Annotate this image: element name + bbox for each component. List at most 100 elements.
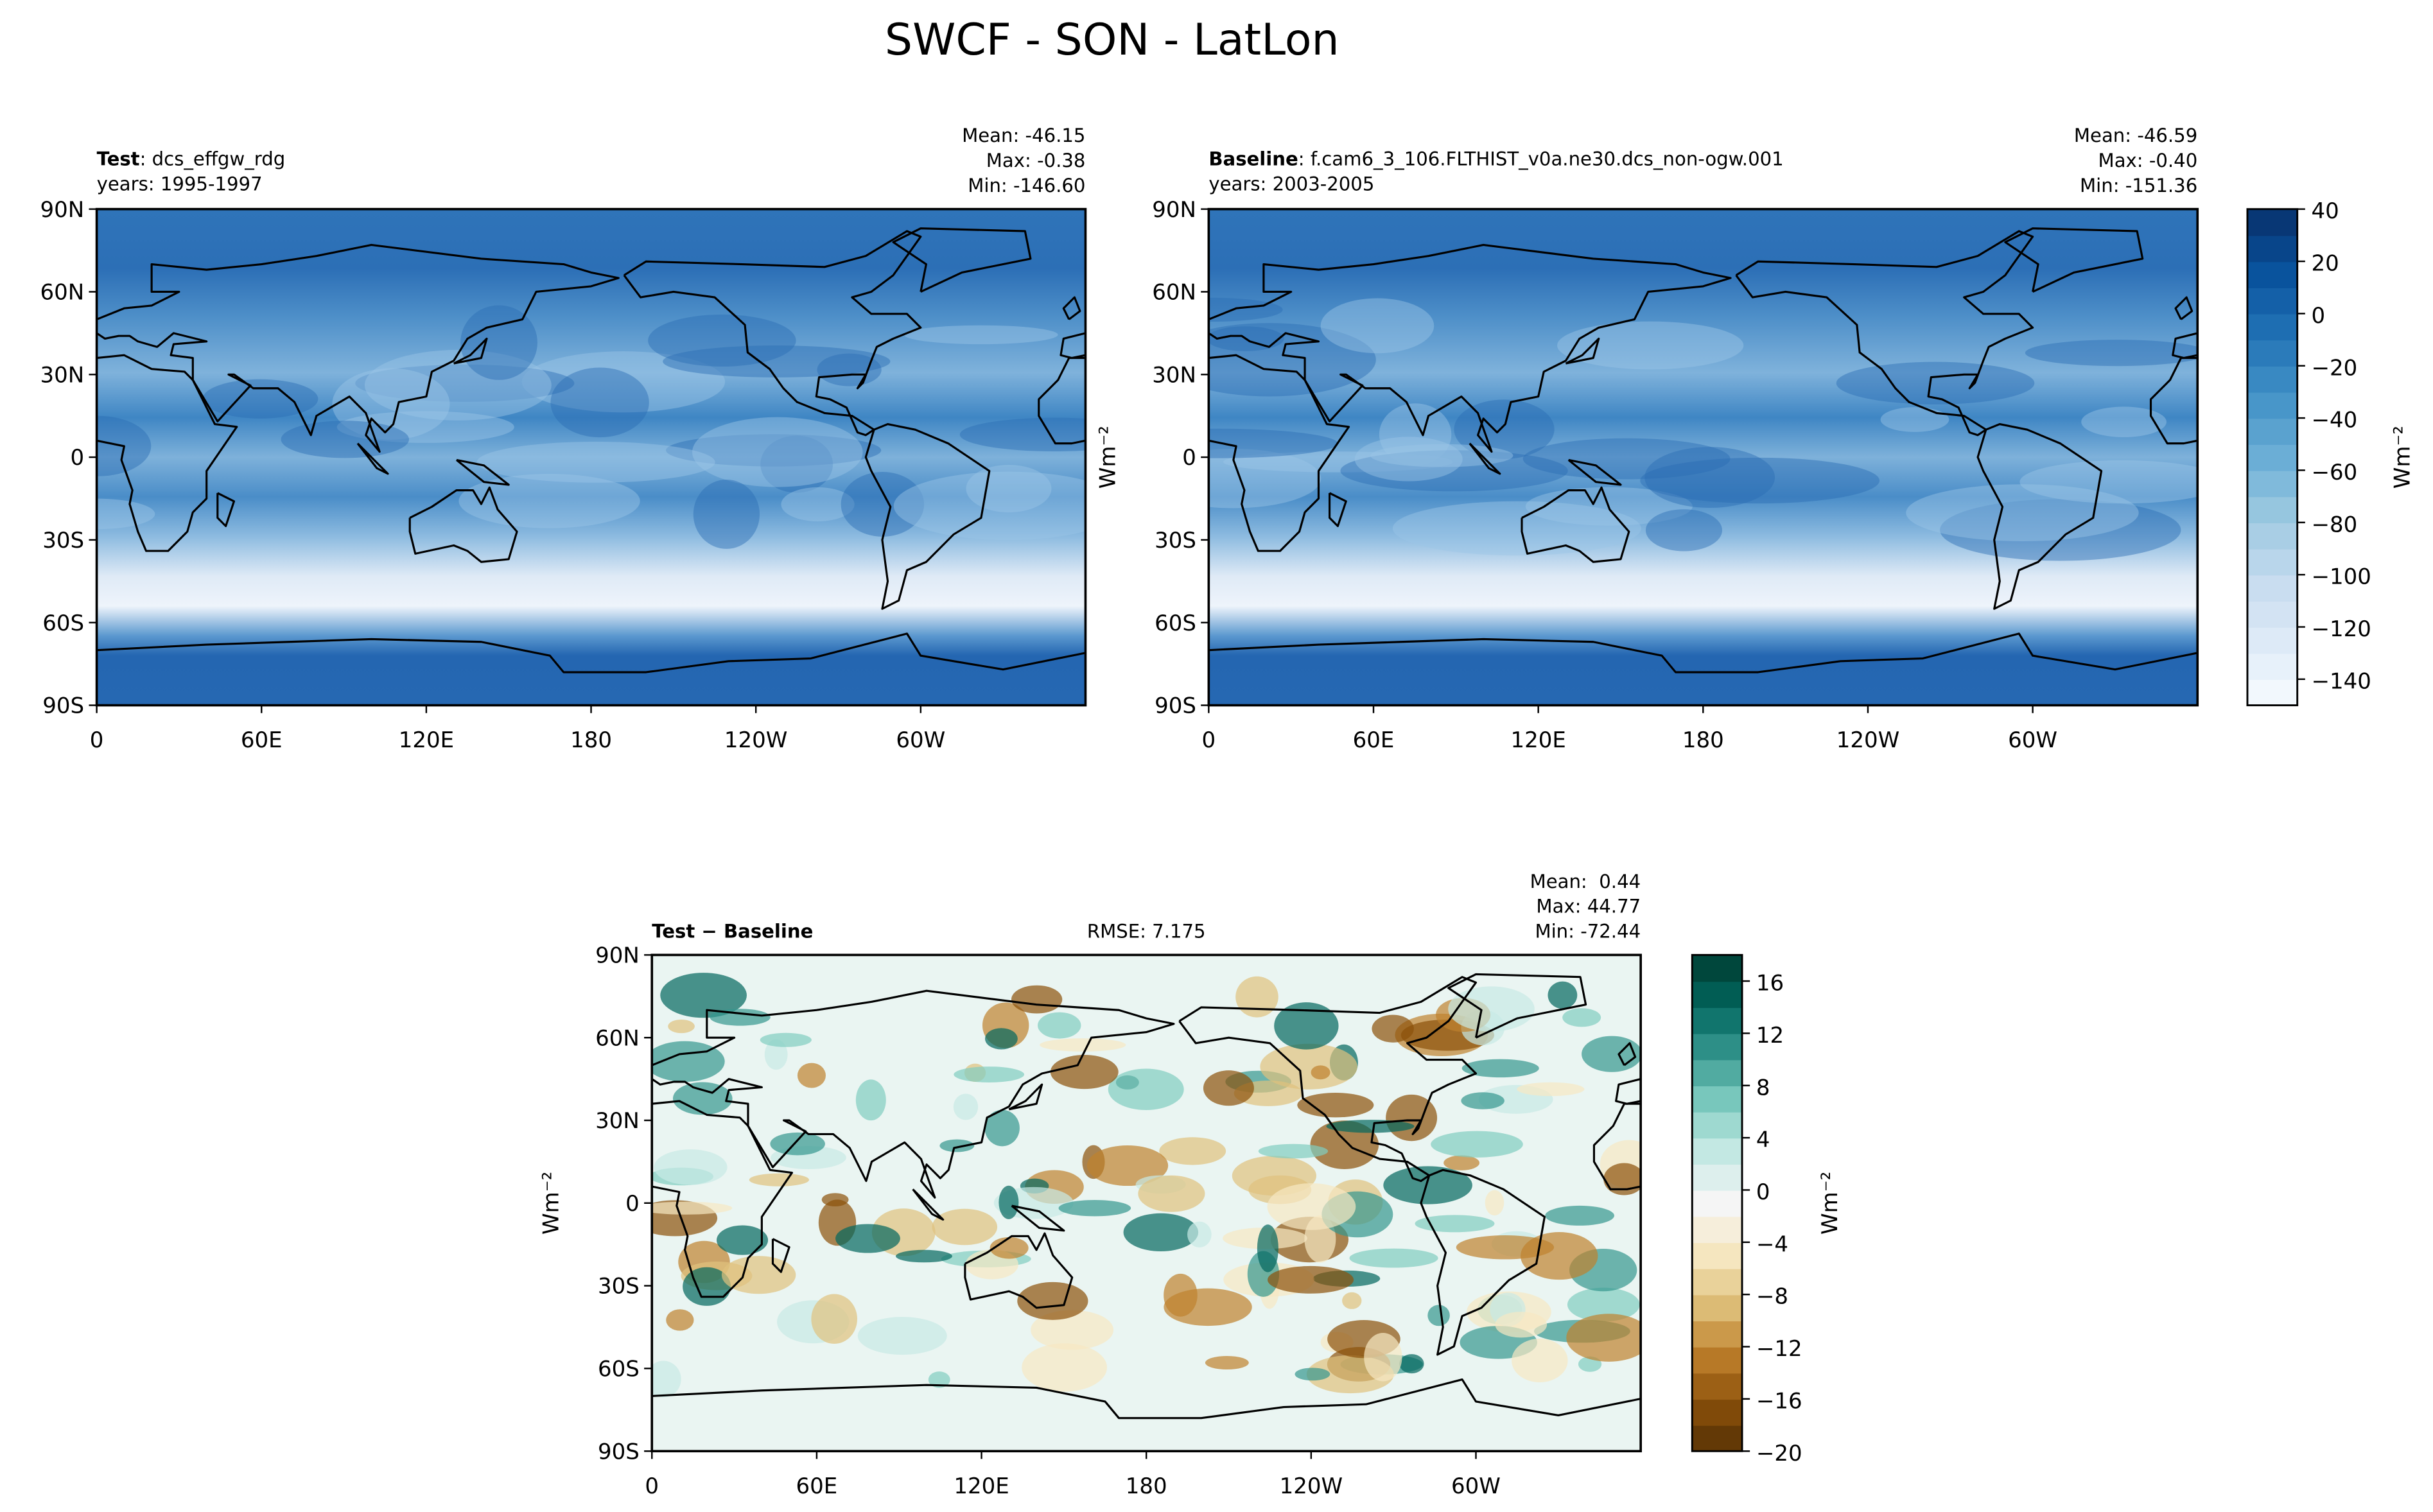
- field-patch: [939, 1139, 975, 1152]
- field-patch: [1566, 1314, 1641, 1362]
- field-patch: [1640, 457, 1880, 504]
- field-patch: [2025, 340, 2198, 367]
- field-patch: [716, 1225, 769, 1255]
- y-axis-label: Wm⁻²: [1095, 426, 1121, 489]
- colorbar-tick-label: −4: [1756, 1231, 1788, 1257]
- panel-label-bold: Baseline: [1208, 148, 1298, 170]
- y-tick-label: 60S: [1155, 611, 1196, 636]
- panel-stat: Min: -72.44: [1535, 921, 1641, 943]
- field-patch: [1267, 1265, 1354, 1294]
- field-patch: [693, 479, 760, 549]
- field-patch: [1517, 1082, 1585, 1097]
- field-patch: [476, 441, 715, 483]
- field-patch: [1340, 450, 1568, 492]
- field-patch: [990, 1237, 1029, 1259]
- coastline: [652, 1100, 793, 1298]
- colorbar-level: [2247, 548, 2298, 576]
- colorbar-level: [2247, 600, 2298, 628]
- figure-title: SWCF - SON - LatLon: [885, 15, 1339, 65]
- coastline: [1567, 458, 1622, 486]
- x-tick-label: 120E: [1510, 727, 1565, 753]
- x-tick-label: 120W: [1836, 727, 1899, 753]
- colorbar-level: [1692, 1268, 1743, 1296]
- colorbar-level: [1692, 1346, 1743, 1374]
- field-patch: [1017, 1282, 1088, 1320]
- coastline: [2174, 296, 2193, 320]
- field-patch: [1567, 1287, 1640, 1322]
- field-patch: [1342, 1292, 1362, 1309]
- coastline: [652, 989, 1175, 1199]
- y-tick-label: 0: [71, 445, 85, 471]
- coastline: [1615, 1078, 1641, 1105]
- field-patch: [1520, 1232, 1598, 1280]
- x-tick-label: 120W: [724, 727, 787, 753]
- panel-stat: Min: -151.36: [2080, 175, 2197, 196]
- field-patch: [1031, 1310, 1114, 1350]
- coastline: [1447, 973, 1587, 1039]
- field-patch: [821, 1193, 849, 1207]
- field-patch: [985, 1028, 1018, 1050]
- colorbar-tick-label: −60: [2312, 460, 2358, 485]
- field-patch: [663, 345, 891, 378]
- colorbar-level: [1692, 955, 1743, 982]
- coastline: [1008, 1083, 1043, 1111]
- coastline: [455, 458, 510, 486]
- field-patch: [521, 351, 726, 413]
- y-tick-label: 30N: [595, 1108, 640, 1134]
- x-tick-label: 0: [90, 727, 104, 753]
- field-patch: [1203, 1070, 1254, 1106]
- y-tick-label: 90S: [42, 693, 84, 719]
- colorbar-level: [1692, 1294, 1743, 1322]
- field-patch: [760, 1032, 812, 1047]
- field-patch: [1274, 1002, 1339, 1050]
- x-tick-label: 180: [1126, 1473, 1167, 1499]
- colorbar-level: [1692, 1216, 1743, 1244]
- colorbar-level: [2247, 418, 2298, 445]
- field-patch: [652, 1041, 725, 1082]
- field-patch: [1364, 1333, 1402, 1382]
- coastline: [2172, 332, 2198, 360]
- field-patch: [770, 1132, 825, 1156]
- coastline: [2149, 356, 2198, 445]
- coastline: [1208, 243, 1732, 453]
- field-patch: [672, 1082, 733, 1115]
- y-tick-label: 30N: [40, 362, 84, 388]
- field-patch: [1108, 1068, 1184, 1110]
- field-patch: [893, 471, 1086, 541]
- field-patch: [1545, 1205, 1614, 1226]
- colorbar-tick-label: −12: [1756, 1336, 1802, 1362]
- panel-stat: Mean: 0.44: [1530, 871, 1641, 892]
- field-patch: [332, 368, 450, 440]
- colorbar-tick-label: −20: [1756, 1441, 1802, 1466]
- field-patch: [364, 349, 552, 421]
- colorbar-level: [2247, 235, 2298, 263]
- coastline: [652, 1378, 1641, 1420]
- colorbar-label: Wm⁻²: [1817, 1172, 1843, 1235]
- y-tick-label: 30S: [598, 1274, 640, 1299]
- y-tick-label: 30S: [42, 528, 84, 553]
- field-patch: [1485, 1190, 1504, 1216]
- field-patch: [1038, 1012, 1081, 1039]
- field-patch: [336, 411, 514, 443]
- panel-label-bold: Test − Baseline: [652, 921, 813, 943]
- coastline: [892, 227, 1032, 293]
- y-tick-label: 30S: [1155, 528, 1196, 553]
- field-patch: [1512, 1339, 1568, 1382]
- field-patch: [1880, 407, 1949, 432]
- field-patch: [1448, 986, 1535, 1032]
- coastline: [216, 492, 236, 528]
- coastline: [964, 1232, 1074, 1309]
- colorbar-level: [1692, 1425, 1743, 1452]
- field-patch: [1208, 297, 1283, 322]
- coastline: [1011, 1204, 1065, 1232]
- x-tick-label: 0: [645, 1473, 659, 1499]
- field-patch: [1644, 447, 1775, 508]
- field-patch: [1461, 1059, 1539, 1078]
- colorbar-frame: [2246, 208, 2299, 706]
- map-panel: 0 60E 120E 180 120W 60W 90S 60S 30S 0 30N 60N 90N Tes…: [40, 125, 1087, 753]
- coastline: [1976, 422, 2103, 610]
- field-patch: [1415, 1215, 1495, 1233]
- field-patch: [668, 1019, 695, 1034]
